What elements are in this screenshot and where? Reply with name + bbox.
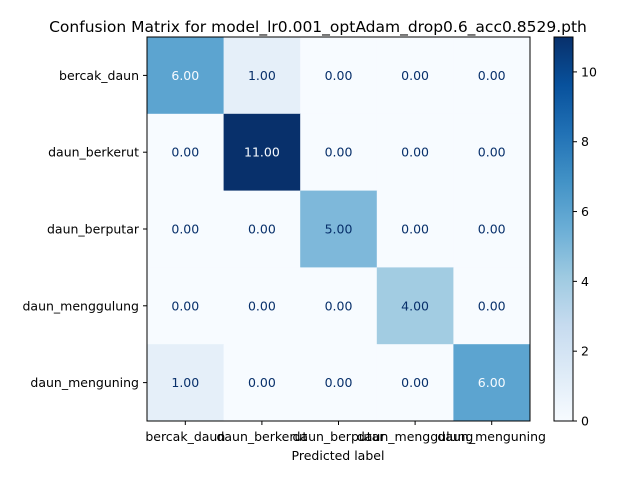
cell-value-label: 0.00 [325, 68, 353, 83]
cell-value-label: 0.00 [401, 68, 429, 83]
cell-value-label: 4.00 [401, 298, 429, 313]
colorbar-tick-label: 10 [581, 64, 597, 79]
cell-value-label: 0.00 [401, 145, 429, 160]
matrix-cell [300, 344, 378, 422]
cell-value-label: 0.00 [171, 298, 199, 313]
colorbar-tick-label: 8 [581, 134, 589, 149]
colorbar-ticks: 0 2 4 6 8 10 [573, 64, 597, 429]
matrix-cell [453, 267, 531, 345]
cell-value-label: 0.00 [248, 375, 276, 390]
cell-value-label: 11.00 [244, 145, 280, 160]
chart-title: Confusion Matrix for model_lr0.001_optAd… [49, 18, 587, 37]
cell-value-label: 0.00 [401, 222, 429, 237]
y-axis-ticks: bercak_daun daun_berkerut daun_berputardau… [22, 68, 147, 390]
matrix-cell [147, 267, 225, 345]
matrix-cell [453, 37, 531, 115]
matrix-cell [453, 113, 531, 192]
colorbar-tick-label: 4 [581, 274, 589, 289]
x-axis-label: Predicted label [292, 448, 385, 463]
y-tick-label: daun_menggulung [22, 298, 139, 313]
colorbar [553, 36, 574, 422]
x-tick-label: daun_berkerut [216, 429, 307, 444]
matrix-cell [376, 267, 454, 345]
cell-value-label: 0.00 [248, 298, 276, 313]
x-axis-ticks: bercak_daundaun_berkerutdaun_berputardau… [145, 421, 546, 444]
cell-value-label: 0.00 [401, 375, 429, 390]
matrix-cell [300, 37, 378, 115]
colorbar-tick-label: 2 [581, 344, 589, 359]
cell-value-label: 6.00 [171, 68, 199, 83]
matrix-cell [453, 190, 531, 268]
cell-value-label: 6.00 [478, 375, 506, 390]
matrix-cell [147, 37, 225, 115]
cell-value-label: 5.00 [325, 222, 353, 237]
cell-value-label: 0.00 [171, 222, 199, 237]
matrix-cell [376, 113, 454, 192]
cell-value-label: 0.00 [478, 222, 506, 237]
matrix-cell [223, 190, 301, 268]
cell-value-label: 0.00 [325, 375, 353, 390]
x-tick-label: bercak_daun [145, 429, 225, 444]
y-tick-label: daun_berputar [47, 222, 140, 237]
matrix-cell [223, 344, 301, 422]
matrix-cell [223, 37, 301, 115]
colorbar-tick-label: 0 [581, 414, 589, 429]
matrix-cell [453, 344, 531, 422]
cell-value-label: 0.00 [325, 298, 353, 313]
cell-value-label: 0.00 [171, 145, 199, 160]
matrix-cell [223, 113, 301, 192]
cell-value-label: 0.00 [478, 68, 506, 83]
cell-value-label: 0.00 [478, 298, 506, 313]
matrix-cell [300, 113, 378, 192]
x-tick-label: daun_menggulung [357, 429, 474, 444]
y-tick-label: daun_menguning [30, 375, 139, 390]
matrix-cell [147, 344, 225, 422]
matrix-cell [376, 190, 454, 268]
matrix-cell [376, 37, 454, 115]
cell-value-label: 1.00 [171, 375, 199, 390]
matrix-cell [223, 267, 301, 345]
cell-value-label: 1.00 [248, 68, 276, 83]
cell-value-label: 0.00 [478, 145, 506, 160]
matrix-cells: 6.00 1.00 0.00 0.00 0.00 0.00 11.00 0.00 0.00 0.0… [147, 37, 531, 422]
y-tick-label: daun_berkerut [48, 145, 139, 160]
matrix-cell [376, 344, 454, 422]
matrix-cell [147, 113, 225, 192]
matrix-cell [300, 190, 378, 268]
matrix-cell [300, 267, 378, 345]
colorbar-tick-label: 6 [581, 204, 589, 219]
matrix-cell [147, 190, 225, 268]
x-tick-label: daun_menguning [437, 429, 546, 444]
y-tick-label: bercak_daun [59, 68, 139, 83]
x-tick-label: daun_berputar [292, 429, 385, 444]
cell-value-label: 0.00 [325, 145, 353, 160]
cell-value-label: 0.00 [248, 222, 276, 237]
